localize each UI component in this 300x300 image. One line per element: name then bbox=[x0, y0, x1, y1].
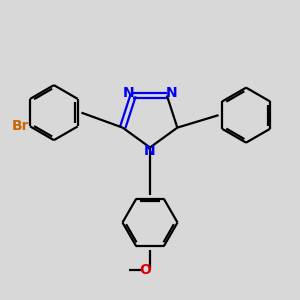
Text: O: O bbox=[139, 263, 151, 277]
Text: N: N bbox=[166, 86, 178, 100]
Text: N: N bbox=[144, 144, 156, 158]
Text: N: N bbox=[122, 86, 134, 100]
Text: Br: Br bbox=[11, 119, 29, 134]
